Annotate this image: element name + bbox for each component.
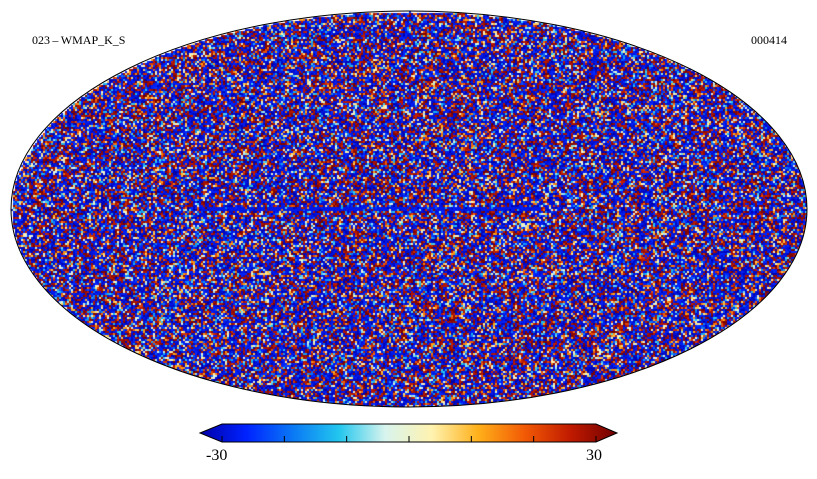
map-index: 000414 xyxy=(751,33,787,47)
colorbar-ticks xyxy=(221,436,597,442)
colorbar-min-label: -30 xyxy=(206,447,228,464)
colorbar-max-label: 30 xyxy=(586,447,602,464)
map-title: 023 – WMAP_K_S xyxy=(32,33,126,47)
mollweide-outline xyxy=(10,10,808,408)
colorbar xyxy=(198,423,619,443)
